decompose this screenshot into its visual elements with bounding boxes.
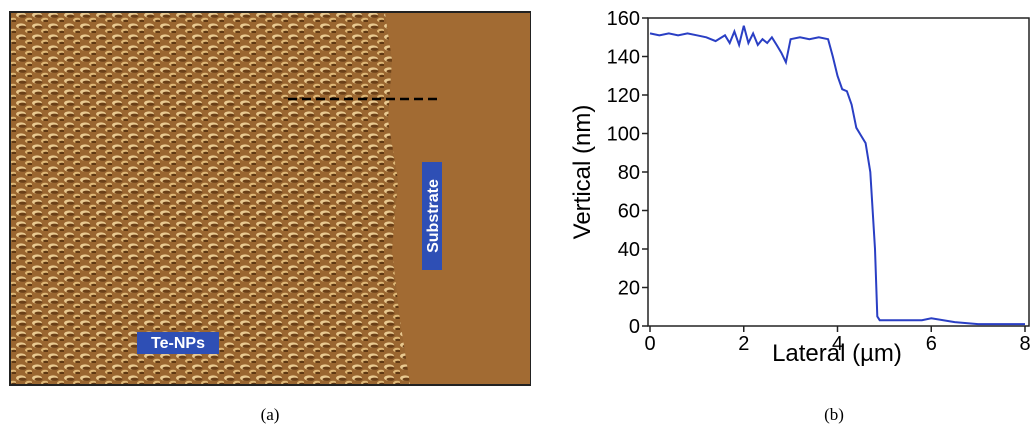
chart: (b) Lateral (µm) Vertical (nm) 020406080… — [569, 8, 1030, 424]
x-tick-label: 4 — [832, 333, 843, 355]
x-axis-label: Lateral (µm) — [772, 340, 902, 367]
y-tick-label: 20 — [618, 278, 640, 300]
substrate-area — [385, 13, 530, 384]
y-tick-label: 60 — [618, 201, 640, 223]
x-tick-label: 0 — [644, 333, 655, 355]
y-tick-label: 140 — [607, 47, 640, 69]
label: Substrate — [425, 179, 442, 253]
afm-image: Te-NPs Substrate (a) — [9, 11, 531, 424]
caption: (a) — [261, 405, 280, 424]
y-tick-label: 0 — [629, 316, 640, 338]
y-tick-label: 40 — [618, 239, 640, 261]
caption: (b) — [824, 405, 844, 424]
data-line — [649, 25, 1025, 326]
x-tick-label: 8 — [1019, 333, 1030, 355]
y-tick-label: 120 — [607, 85, 640, 107]
label-box — [137, 332, 219, 354]
x-tick-label: 2 — [738, 333, 749, 355]
label: Te-NPs — [151, 335, 205, 352]
y-tick-label: 80 — [618, 162, 640, 184]
y-tick-label: 100 — [607, 124, 640, 146]
x-tick-label: 6 — [926, 333, 937, 355]
label-box — [422, 162, 442, 270]
plot-frame — [647, 17, 1030, 327]
y-tick-label: 160 — [607, 8, 640, 30]
y-axis-label: Vertical (nm) — [569, 105, 596, 240]
